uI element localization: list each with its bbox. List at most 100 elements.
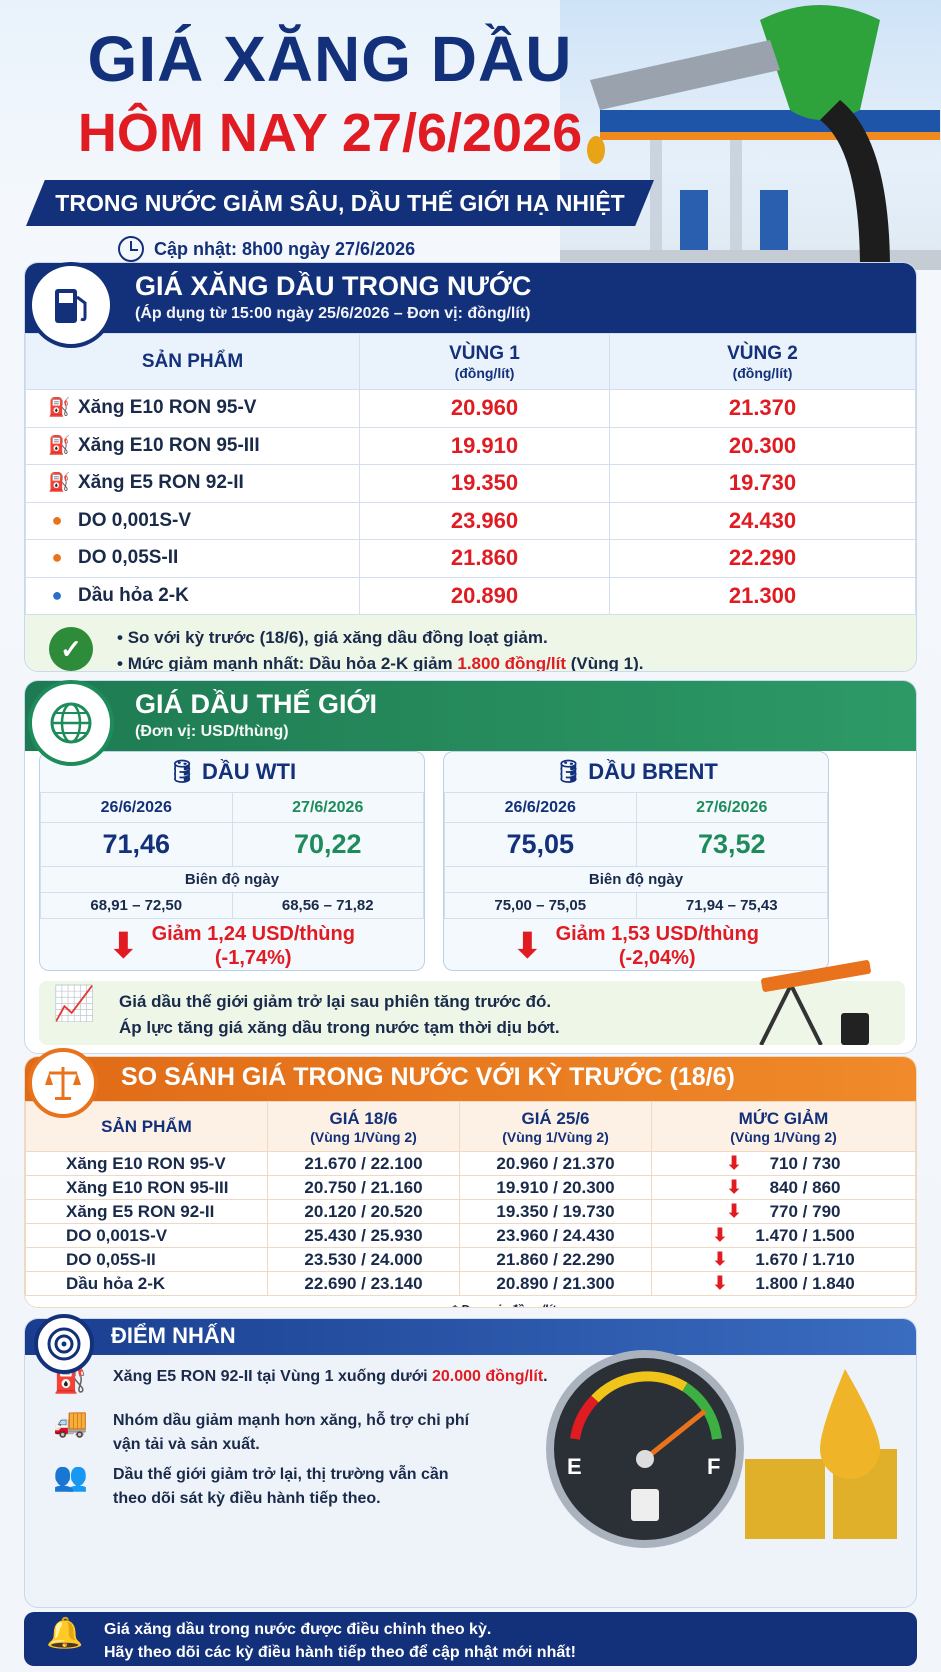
domestic-row: ⛽ Xăng E10 RON 95-V 20.960 21.370 (25, 389, 916, 428)
compare-footnote: * Đơn vị: đồng/lít (25, 1296, 916, 1307)
truck-icon: 🚚 (53, 1407, 88, 1438)
world-note: 📈 Giá dầu thế giới giảm trở lại sau phiê… (39, 960, 905, 1045)
range-1: 75,00 – 75,05 (444, 892, 637, 919)
compare-row: Xăng E10 RON 95-V 21.670 / 22.100 20.960… (25, 1151, 916, 1176)
title-line2: HÔM NAY 27/6/2026 (77, 103, 583, 163)
highlight-1: ⛽ Xăng E5 RON 92-II tại Vùng 1 xuống dướ… (53, 1363, 548, 1394)
price-region2: 20.300 (609, 426, 916, 465)
domestic-note: ✓ • So với kỳ trước (18/6), giá xăng dầu… (25, 615, 916, 671)
price-region2: 22.290 (609, 539, 916, 578)
price-region2: 21.370 (609, 389, 916, 428)
target-icon (34, 1314, 94, 1374)
decrease-info: ⬇ Giảm 1,24 USD/thùng (-1,74%) (109, 923, 355, 969)
users-icon: 👥 (53, 1461, 88, 1492)
oil-card: 🛢 DẦU WTI 26/6/2026 27/6/2026 71,46 70,22 … (39, 751, 425, 971)
oil-name: 🛢 DẦU BRENT (554, 759, 718, 784)
price-region2: 19.730 (609, 464, 916, 503)
product-name: Dầu hỏa 2-K (25, 1271, 268, 1296)
compare-title: SO SÁNH GIÁ TRONG NƯỚC VỚI KỲ TRƯỚC (18/… (121, 1063, 735, 1091)
price-1: 75,05 (444, 822, 637, 867)
domestic-row: ● DO 0,05S-II 21.860 22.290 (25, 539, 916, 578)
decrease-cell: ⬇ 840 / 860 (651, 1175, 916, 1200)
decrease-info: ⬇ Giảm 1,53 USD/thùng (-2,04%) (513, 923, 759, 969)
clock-icon (118, 236, 144, 262)
range-label: Biên độ ngày (444, 866, 828, 893)
down-arrow-icon: ⬇ (712, 1273, 728, 1293)
highlight-3: 👥 Dầu thế giới giảm trở lại, thị trường … (53, 1461, 449, 1508)
domestic-row: ⛽ Xăng E5 RON 92-II 19.350 19.730 (25, 464, 916, 503)
domestic-subtitle: (Áp dụng từ 15:00 ngày 25/6/2026 – Đơn v… (135, 305, 531, 322)
cmp-col-a: GIÁ 18/6 (Vùng 1/Vùng 2) (267, 1101, 460, 1152)
down-arrow-icon: ⬇ (712, 1225, 728, 1245)
price-region1: 20.890 (359, 576, 610, 615)
oil-card: 🛢 DẦU BRENT 26/6/2026 27/6/2026 75,05 73,5… (443, 751, 829, 971)
down-arrow-icon: ⬇ (726, 1177, 742, 1197)
domestic-row: ● DO 0,001S-V 23.960 24.430 (25, 501, 916, 540)
footer-banner: 🔔 Giá xăng dầu trong nước được điều chỉn… (24, 1612, 917, 1666)
product-name: ⛽ Xăng E10 RON 95-III (25, 426, 360, 465)
oil-barrel-icon: 🛢 (167, 759, 196, 784)
price-region1: 23.960 (359, 501, 610, 540)
highlights-title: ĐIỂM NHẤN (111, 1323, 236, 1348)
globe-icon (28, 680, 114, 766)
oil-barrel-icon: 🛢 (554, 759, 583, 784)
update-text: Cập nhật: 8h00 ngày 27/6/2026 (154, 238, 416, 259)
world-note-1: Giá dầu thế giới giảm trở lại sau phiên … (119, 992, 552, 1011)
price-18-6: 20.750 / 21.160 (267, 1175, 460, 1200)
oil-drop-icon: ● (51, 547, 63, 568)
product-name: ⛽ Xăng E5 RON 92-II (25, 464, 360, 503)
price-18-6: 23.530 / 24.000 (267, 1247, 460, 1272)
price-18-6: 20.120 / 20.520 (267, 1199, 460, 1224)
compare-table: SẢN PHẨM GIÁ 18/6 (Vùng 1/Vùng 2) GIÁ 25/… (25, 1101, 916, 1296)
water-drop-icon: ● (51, 584, 63, 605)
date-2: 27/6/2026 (635, 792, 828, 823)
decrease-cell: ⬇ 1.470 / 1.500 (651, 1223, 916, 1248)
product-name: Xăng E10 RON 95-III (25, 1175, 268, 1200)
fuel-pump-icon (28, 262, 114, 348)
footer-line-1: Giá xăng dầu trong nước được điều chỉnh … (104, 1621, 492, 1638)
decrease-cell: ⬇ 710 / 730 (651, 1151, 916, 1176)
date-2: 27/6/2026 (231, 792, 424, 823)
product-name: ● DO 0,05S-II (25, 539, 360, 578)
compare-row: DO 0,05S-II 23.530 / 24.000 21.860 / 22.… (25, 1247, 916, 1272)
price-25-6: 19.350 / 19.730 (459, 1199, 652, 1224)
date-1: 26/6/2026 (444, 792, 637, 823)
compare-row: Xăng E10 RON 95-III 20.750 / 21.160 19.9… (25, 1175, 916, 1200)
decrease-cell: ⬇ 1.800 / 1.840 (651, 1271, 916, 1296)
domestic-table: SẢN PHẨM VÙNG 1 (đồng/lít) VÙNG 2 (đồng/lí… (25, 333, 916, 615)
price-18-6: 25.430 / 25.930 (267, 1223, 460, 1248)
fuel-pump-icon: ⛽ (48, 434, 71, 455)
subtitle-ribbon: TRONG NƯỚC GIẢM SÂU, DẦU THẾ GIỚI HẠ NHI… (26, 180, 654, 226)
domestic-row: ⛽ Xăng E10 RON 95-III 19.910 20.300 (25, 426, 916, 465)
price-region1: 20.960 (359, 389, 610, 428)
down-arrow-icon: ⬇ (712, 1249, 728, 1269)
chart-up-icon: 📈 (53, 985, 96, 1023)
down-arrow-icon: ⬇ (726, 1201, 742, 1221)
compare-panel: SO SÁNH GIÁ TRONG NƯỚC VỚI KỲ TRƯỚC (18/… (24, 1056, 917, 1308)
product-name: ⛽ Xăng E10 RON 95-V (25, 389, 360, 428)
date-1: 26/6/2026 (40, 792, 233, 823)
price-25-6: 20.960 / 21.370 (459, 1151, 652, 1176)
world-subtitle: (Đơn vị: USD/thùng) (135, 723, 289, 740)
price-region1: 19.910 (359, 426, 610, 465)
highlights-panel: ĐIỂM NHẤN ⛽ Xăng E5 RON 92-II tại Vùng 1… (24, 1318, 917, 1608)
decrease-cell: ⬇ 770 / 790 (651, 1199, 916, 1224)
price-25-6: 20.890 / 21.300 (459, 1271, 652, 1296)
product-name: Xăng E5 RON 92-II (25, 1199, 268, 1224)
price-25-6: 19.910 / 20.300 (459, 1175, 652, 1200)
price-1: 71,46 (40, 822, 233, 867)
col-region2: VÙNG 2 (đồng/lít) (609, 333, 916, 390)
fuel-gauge-illustration: E F (546, 1350, 897, 1548)
oil-pump-jack-icon (759, 960, 871, 1045)
product-name: DO 0,001S-V (25, 1223, 268, 1248)
range-2: 68,56 – 71,82 (231, 892, 424, 919)
price-region1: 19.350 (359, 464, 610, 503)
price-2: 70,22 (231, 822, 424, 867)
range-1: 68,91 – 72,50 (40, 892, 233, 919)
cmp-col-b: GIÁ 25/6 (Vùng 1/Vùng 2) (459, 1101, 652, 1152)
compare-row: DO 0,001S-V 25.430 / 25.930 23.960 / 24.… (25, 1223, 916, 1248)
price-region2: 24.430 (609, 501, 916, 540)
price-25-6: 21.860 / 22.290 (459, 1247, 652, 1272)
product-name: Xăng E10 RON 95-V (25, 1151, 268, 1176)
down-arrow-icon: ⬇ (109, 927, 138, 965)
